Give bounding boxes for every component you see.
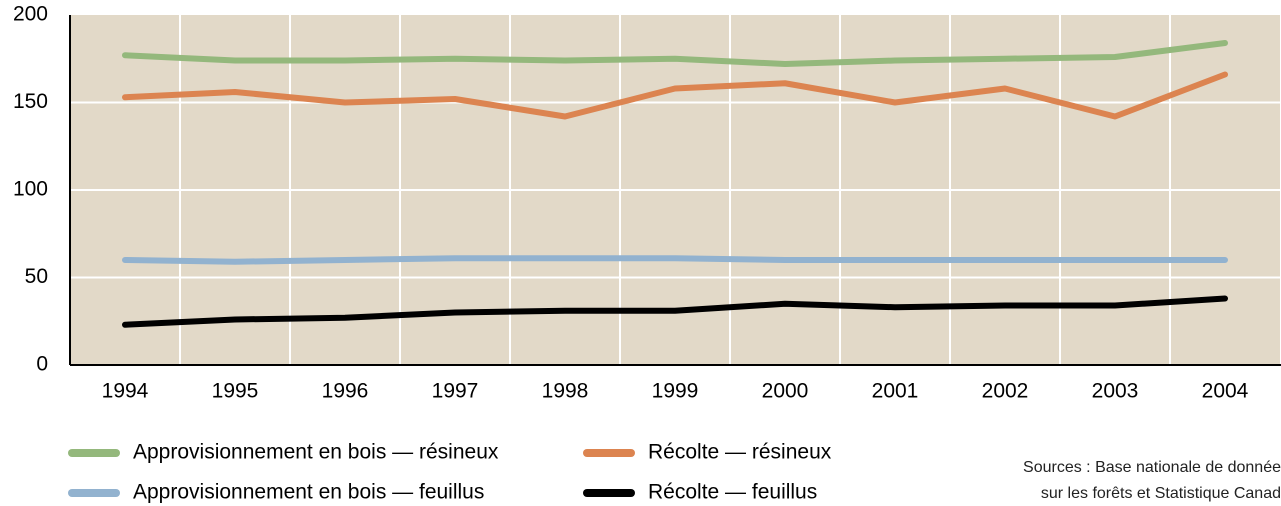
x-tick-label: 1995 [212,380,259,403]
legend-label: Récolte — résineux [648,441,832,464]
x-tick-label: 1996 [322,380,369,403]
y-tick-label: 0 [36,353,48,376]
x-tick-label: 1999 [652,380,699,403]
x-tick-label: 2003 [1092,380,1139,403]
x-tick-label: 2004 [1202,380,1249,403]
series-line [122,295,1228,328]
series-line [122,40,1228,67]
x-tick-label: 2001 [872,380,919,403]
source-note: Sources : Base nationale de donnée [1023,459,1281,476]
series-line [122,255,1228,265]
series-line [122,71,1228,120]
y-tick-label: 100 [13,178,48,201]
legend-label: Approvisionnement en bois — résineux [133,441,499,464]
legend-label: Approvisionnement en bois — feuillus [133,481,484,504]
y-tick-label: 50 [25,265,48,288]
x-tick-label: 2002 [982,380,1029,403]
source-note: sur les forêts et Statistique Canad [1041,485,1281,502]
y-tick-label: 150 [13,90,48,113]
y-tick-label: 200 [13,3,48,26]
x-tick-label: 1998 [542,380,589,403]
x-tick-label: 2000 [762,380,809,403]
legend-label: Récolte — feuillus [648,481,817,504]
x-tick-label: 1994 [102,380,149,403]
x-tick-label: 1997 [432,380,479,403]
